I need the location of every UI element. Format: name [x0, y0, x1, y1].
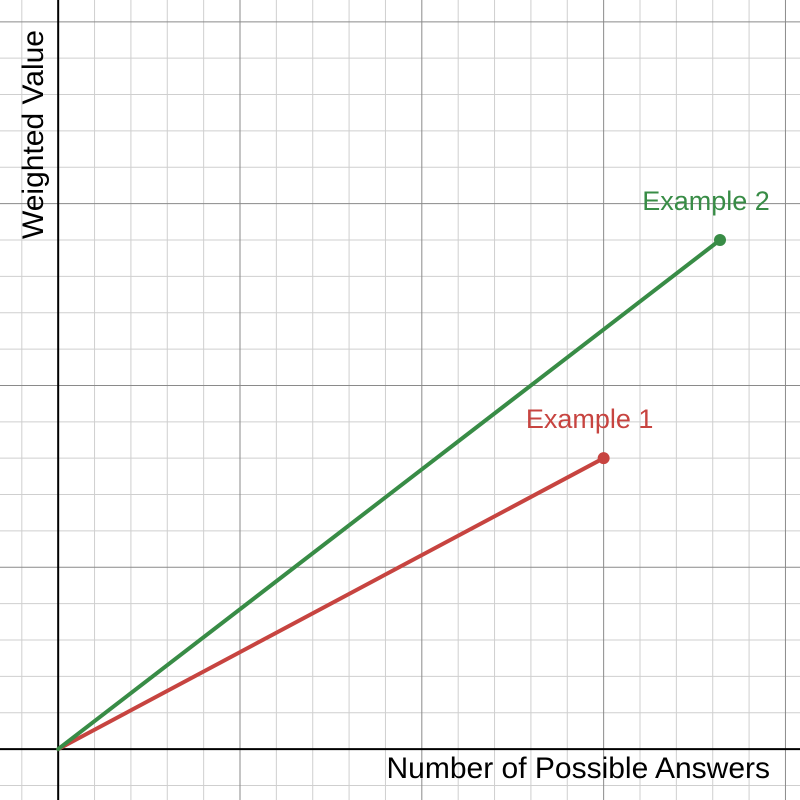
series-endpoint-point: [714, 234, 726, 246]
series-endpoint-point: [597, 452, 610, 465]
series-line: [56, 238, 722, 752]
series-line: [56, 456, 606, 752]
series-label: Example 2: [642, 186, 770, 216]
series-label: Example 1: [526, 404, 654, 434]
series-1: Example 1: [56, 404, 654, 752]
series-2: Example 2: [56, 186, 770, 752]
series-layer: Example 1 Example 2: [56, 186, 770, 752]
x-axis-label: Number of Possible Answers: [387, 752, 771, 785]
y-axis-label: Weighted Value: [17, 30, 50, 239]
